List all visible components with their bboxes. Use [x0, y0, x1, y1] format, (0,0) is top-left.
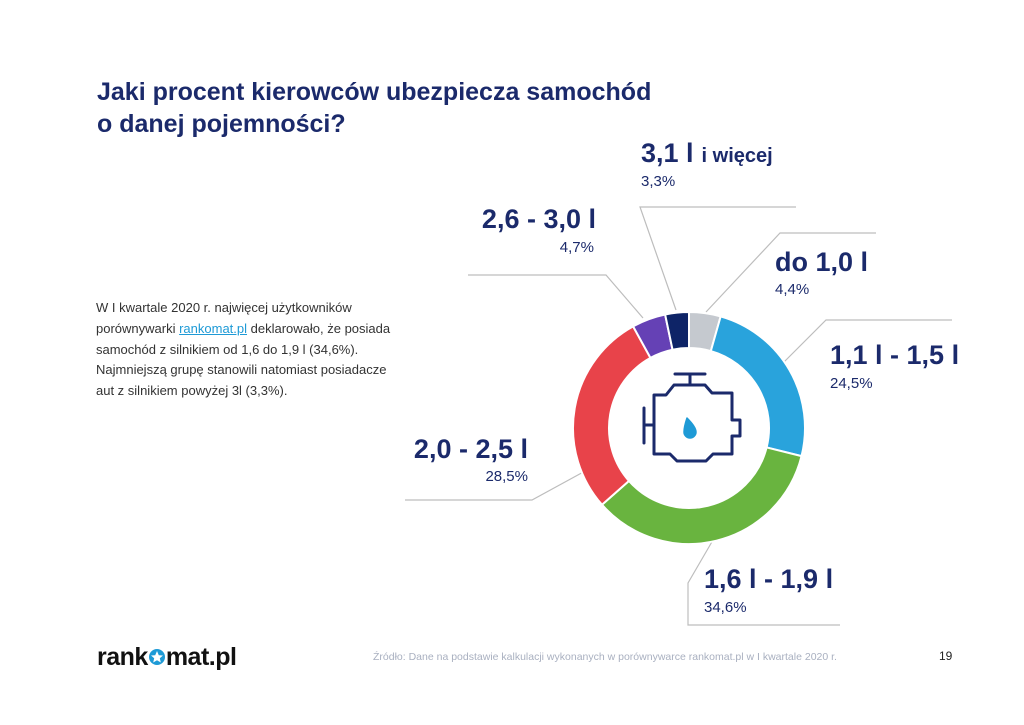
slice-3-1-plus: [663, 310, 690, 351]
title-line-1: Jaki procent kierowców ubezpiecza samoch…: [97, 78, 652, 106]
value-label-do-1-0: 4,4%: [775, 281, 809, 298]
slice-2-0-2-5: [572, 324, 652, 507]
description-part-2: deklarowało, że posiada samochód z silni…: [96, 320, 391, 399]
leader-line-3-1-plus: [639, 206, 796, 311]
leader-line-1-6-1-9: [687, 539, 840, 626]
leader-line-1-1-1-5: [783, 319, 952, 363]
category-label-2-6-3-0: 2,6 - 3,0 l: [482, 204, 596, 234]
leader-line-do-1-0: [705, 232, 876, 313]
source-note: Źródło: Dane na podstawie kalkulacji wyk…: [373, 651, 837, 663]
page-title: Jaki procent kierowców ubezpiecza samoch…: [97, 76, 717, 140]
category-label-do-1-0: do 1,0 l: [775, 247, 868, 277]
leader-line-2-6-3-0: [468, 274, 644, 319]
value-label-2-6-3-0: 4,7%: [560, 239, 594, 256]
category-label-1-1-1-5: 1,1 l - 1,5 l: [830, 340, 959, 370]
logo-star-icon: [148, 644, 166, 665]
leader-lines: [405, 206, 952, 626]
value-label-1-1-1-5: 24,5%: [830, 375, 873, 392]
category-label-2-0-2-5: 2,0 - 2,5 l: [414, 434, 528, 464]
rankomat-logo: rank mat.pl: [97, 643, 237, 671]
leader-line-2-0-2-5: [405, 463, 599, 501]
title-line-2: o danej pojemności?: [97, 110, 346, 138]
rankomat-link[interactable]: rankomat.pl: [179, 320, 248, 336]
description-text: W I kwartale 2020 r. najwięcej użytkowni…: [96, 298, 396, 402]
slice-1-1-1-5: [709, 315, 806, 458]
slice-labels: do 1,0 l 4,4% 1,1 l - 1,5 l 24,5% 1,6 l - 1,…: [414, 138, 959, 616]
category-label-1-6-1-9: 1,6 l - 1,9 l: [704, 564, 833, 594]
value-label-3-1-plus: 3,3%: [641, 173, 675, 190]
engine-oil-icon: [642, 372, 742, 463]
value-label-1-6-1-9: 34,6%: [704, 599, 747, 616]
value-label-2-0-2-5: 28,5%: [485, 468, 528, 485]
page-number: 19: [939, 649, 953, 663]
description-part-1: W I kwartale 2020 r. najwięcej użytkowni…: [96, 300, 352, 336]
slice-1-6-1-9: [600, 446, 803, 545]
donut-slices: [572, 310, 806, 545]
